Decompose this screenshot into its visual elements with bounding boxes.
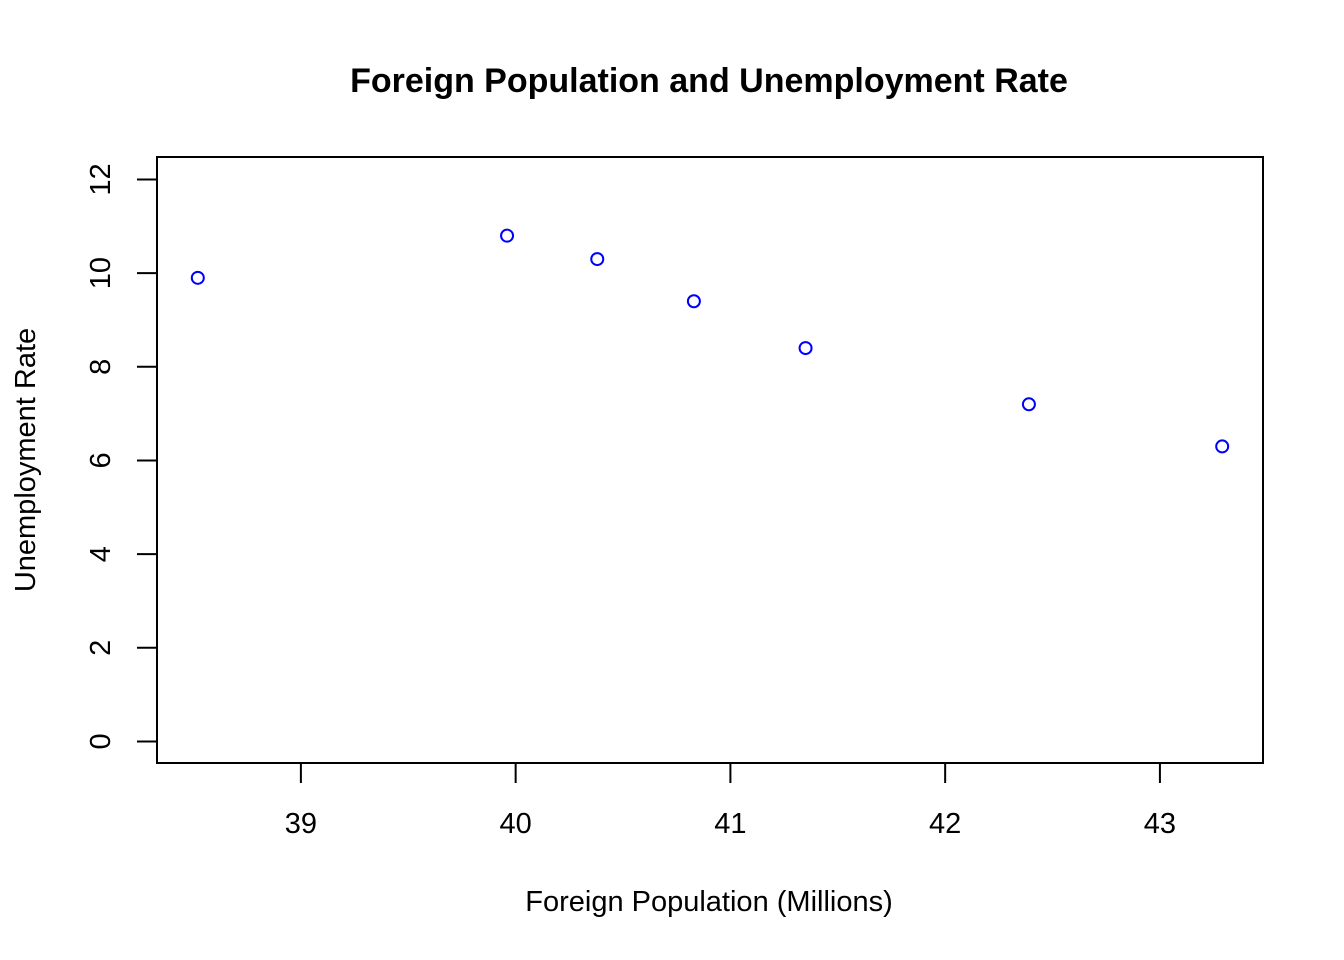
chart-title: Foreign Population and Unemployment Rate xyxy=(350,62,1068,100)
y-tick-label: 10 xyxy=(85,257,117,289)
y-axis-label: Unemployment Rate xyxy=(10,328,42,592)
y-tick-label: 2 xyxy=(85,640,117,656)
x-tick-label: 43 xyxy=(1144,808,1176,840)
data-point xyxy=(190,270,205,285)
data-point xyxy=(1021,397,1036,412)
data-point xyxy=(686,294,701,309)
x-tick-label: 42 xyxy=(929,808,961,840)
data-point xyxy=(500,228,515,243)
y-tick-label: 8 xyxy=(85,359,117,375)
data-point xyxy=(798,341,813,356)
x-axis-label: Foreign Population (Millions) xyxy=(525,886,893,918)
x-tick-label: 40 xyxy=(500,808,532,840)
x-axis: 39 40 41 42 43 xyxy=(285,762,1176,840)
y-tick-label: 4 xyxy=(85,546,117,562)
x-tick-label: 41 xyxy=(714,808,746,840)
y-tick-label: 0 xyxy=(85,733,117,749)
data-points xyxy=(190,228,1230,454)
y-tick-label: 6 xyxy=(85,452,117,468)
y-tick-label: 12 xyxy=(85,163,117,195)
data-point xyxy=(590,252,605,267)
plot-area-border xyxy=(156,156,1264,764)
data-point xyxy=(1215,439,1230,454)
x-tick-label: 39 xyxy=(285,808,317,840)
y-axis: 0 2 4 6 8 10 12 xyxy=(85,163,158,750)
